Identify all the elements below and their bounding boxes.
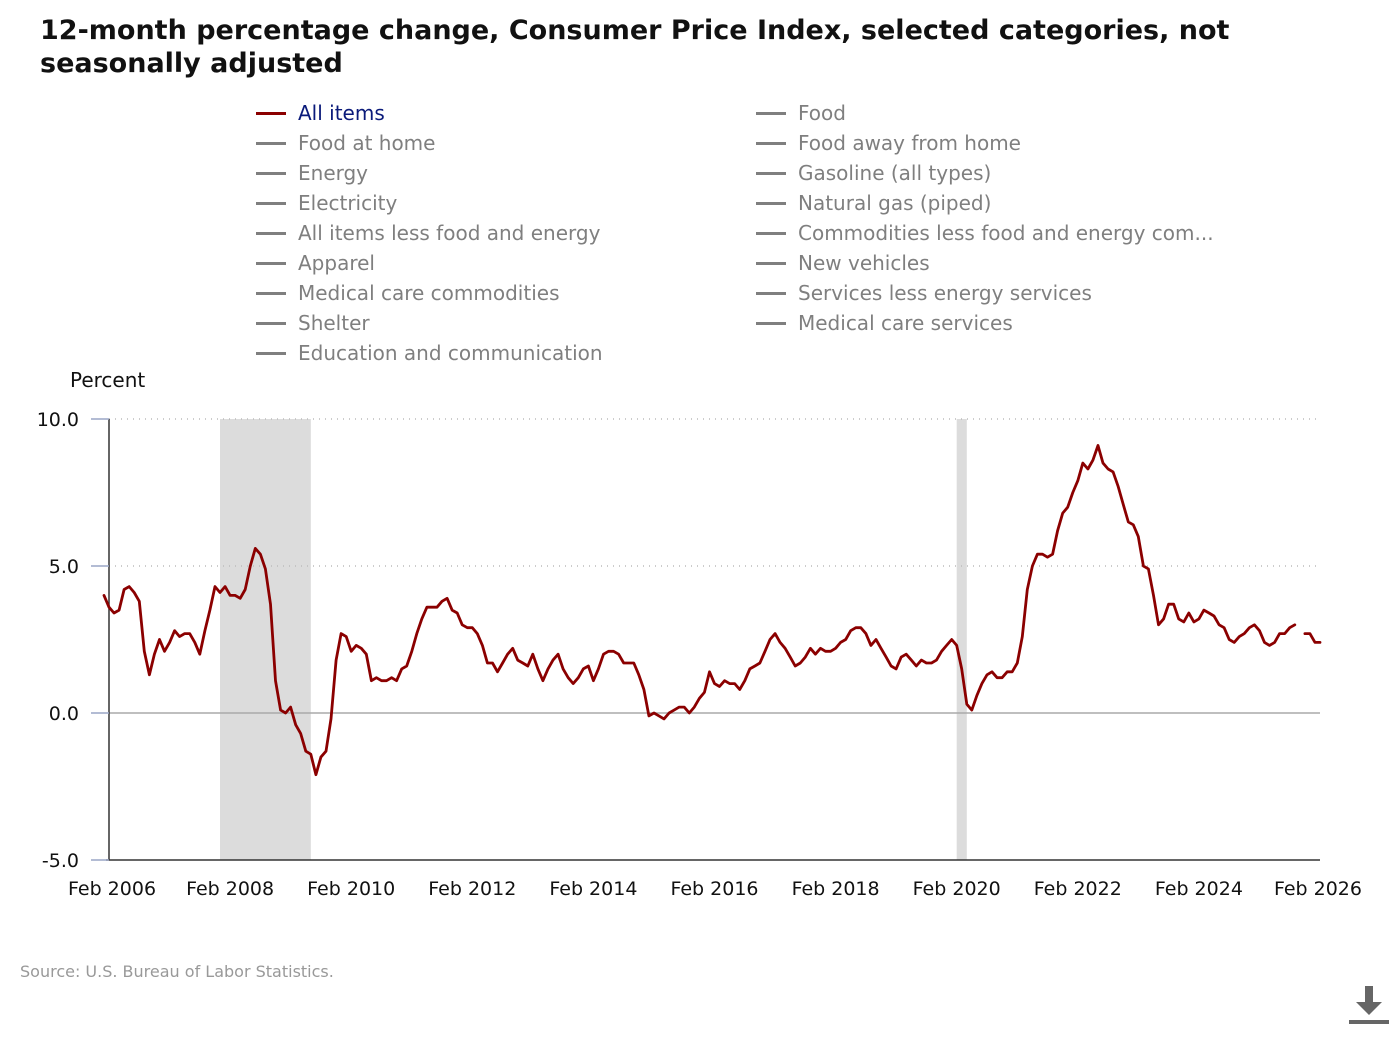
legend-label: Gasoline (all types) xyxy=(798,161,992,185)
legend-item[interactable]: Medical care services xyxy=(756,308,1256,338)
legend-item[interactable]: Education and communication xyxy=(256,338,756,368)
legend-item[interactable]: All items less food and energy xyxy=(256,218,756,248)
legend-label: New vehicles xyxy=(798,251,930,275)
axes xyxy=(91,418,1320,861)
legend-label: Food xyxy=(798,101,846,125)
x-tick-labels: Feb 2006 Feb 2008 Feb 2010 Feb 2012 Feb 2014… xyxy=(68,878,1362,900)
legend-swatch xyxy=(756,231,786,235)
x-tick-label: Feb 2014 xyxy=(549,878,637,900)
x-tick-label: Feb 2006 xyxy=(68,878,156,900)
legend-label: All items xyxy=(298,101,385,125)
legend-item[interactable]: Apparel xyxy=(256,248,756,278)
source-note: Source: U.S. Bureau of Labor Statistics. xyxy=(20,962,334,981)
legend-label: All items less food and energy xyxy=(298,221,601,245)
y-tick-label: 5.0 xyxy=(49,556,79,578)
x-tick-label: Feb 2012 xyxy=(428,878,516,900)
legend-item[interactable]: Energy xyxy=(256,158,756,188)
legend-swatch xyxy=(256,351,286,355)
legend-swatch xyxy=(256,141,286,145)
legend-item[interactable]: Commodities less food and energy com... xyxy=(756,218,1256,248)
x-tick-label: Feb 2020 xyxy=(913,878,1001,900)
x-tick-label: Feb 2022 xyxy=(1034,878,1122,900)
legend-swatch xyxy=(756,261,786,265)
series-line-all-items xyxy=(102,444,1322,777)
legend-swatch xyxy=(256,291,286,295)
legend-swatch xyxy=(756,141,786,145)
legend-item[interactable]: Medical care commodities xyxy=(256,278,756,308)
legend-swatch xyxy=(756,111,786,115)
x-tick-label: Feb 2026 xyxy=(1274,878,1362,900)
y-tick-label: -5.0 xyxy=(42,850,79,872)
legend-swatch xyxy=(756,171,786,175)
x-tick-label: Feb 2010 xyxy=(307,878,395,900)
y-tick-label: 0.0 xyxy=(49,703,79,725)
legend-label: Apparel xyxy=(298,251,375,275)
legend-item[interactable]: Shelter xyxy=(256,308,756,338)
legend-label: Natural gas (piped) xyxy=(798,191,992,215)
recession-shading xyxy=(220,419,967,860)
legend-swatch xyxy=(756,291,786,295)
download-button[interactable] xyxy=(1346,982,1392,1028)
legend-item[interactable]: Food xyxy=(756,98,1256,128)
legend-swatch xyxy=(256,321,286,325)
legend-item[interactable]: New vehicles xyxy=(756,248,1256,278)
legend-swatch xyxy=(256,231,286,235)
legend-item[interactable]: All items xyxy=(256,98,756,128)
y-axis-label: Percent xyxy=(70,368,146,392)
legend-label: Commodities less food and energy com... xyxy=(798,221,1214,245)
x-tick-label: Feb 2016 xyxy=(670,878,758,900)
x-tick-label: Feb 2018 xyxy=(792,878,880,900)
legend-swatch xyxy=(256,111,286,115)
legend-item[interactable]: Services less energy services xyxy=(756,278,1256,308)
x-tick-label: Feb 2024 xyxy=(1155,878,1243,900)
download-icon xyxy=(1349,986,1389,1024)
gridlines xyxy=(109,418,1320,714)
legend-swatch xyxy=(256,201,286,205)
legend-item[interactable]: Electricity xyxy=(256,188,756,218)
legend-item[interactable]: Food at home xyxy=(256,128,756,158)
legend-label: Services less energy services xyxy=(798,281,1092,305)
legend-swatch xyxy=(256,171,286,175)
legend-label: Shelter xyxy=(298,311,370,335)
legend-item[interactable]: Gasoline (all types) xyxy=(756,158,1256,188)
legend-swatch xyxy=(756,321,786,325)
recession-band xyxy=(220,419,311,860)
legend-swatch xyxy=(756,201,786,205)
legend-item[interactable]: Natural gas (piped) xyxy=(756,188,1256,218)
chart-title: 12-month percentage change, Consumer Pri… xyxy=(40,15,1230,79)
legend-label: Electricity xyxy=(298,191,398,215)
legend-label: Medical care services xyxy=(798,311,1013,335)
chart-legend: All items Food Food at home Food away from … xyxy=(256,98,1256,368)
y-tick-label: 10.0 xyxy=(37,409,79,431)
legend-label: Food at home xyxy=(298,131,436,155)
x-tick-label: Feb 2008 xyxy=(186,878,274,900)
legend-label: Energy xyxy=(298,161,369,185)
y-tick-labels: 10.0 5.0 0.0 -5.0 xyxy=(37,409,79,872)
legend-label: Education and communication xyxy=(298,341,603,365)
legend-label: Medical care commodities xyxy=(298,281,560,305)
legend-item[interactable]: Food away from home xyxy=(756,128,1256,158)
recession-band xyxy=(956,419,967,860)
series-lines xyxy=(102,444,1322,777)
legend-swatch xyxy=(256,261,286,265)
legend-label: Food away from home xyxy=(798,131,1021,155)
